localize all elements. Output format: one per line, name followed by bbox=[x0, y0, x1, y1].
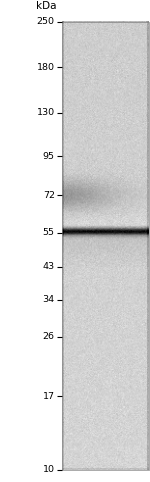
Text: kDa: kDa bbox=[36, 1, 56, 11]
Text: 250: 250 bbox=[37, 17, 55, 26]
Bar bbox=[62, 22, 149, 470]
Text: 34: 34 bbox=[43, 295, 55, 304]
Text: 180: 180 bbox=[37, 63, 55, 72]
Text: 55: 55 bbox=[43, 228, 55, 237]
Text: 95: 95 bbox=[43, 152, 55, 161]
Text: 17: 17 bbox=[43, 391, 55, 401]
Text: 43: 43 bbox=[43, 262, 55, 271]
Text: 72: 72 bbox=[43, 190, 55, 200]
Text: 26: 26 bbox=[43, 333, 55, 341]
Text: 10: 10 bbox=[43, 466, 55, 474]
Text: 130: 130 bbox=[37, 108, 55, 117]
